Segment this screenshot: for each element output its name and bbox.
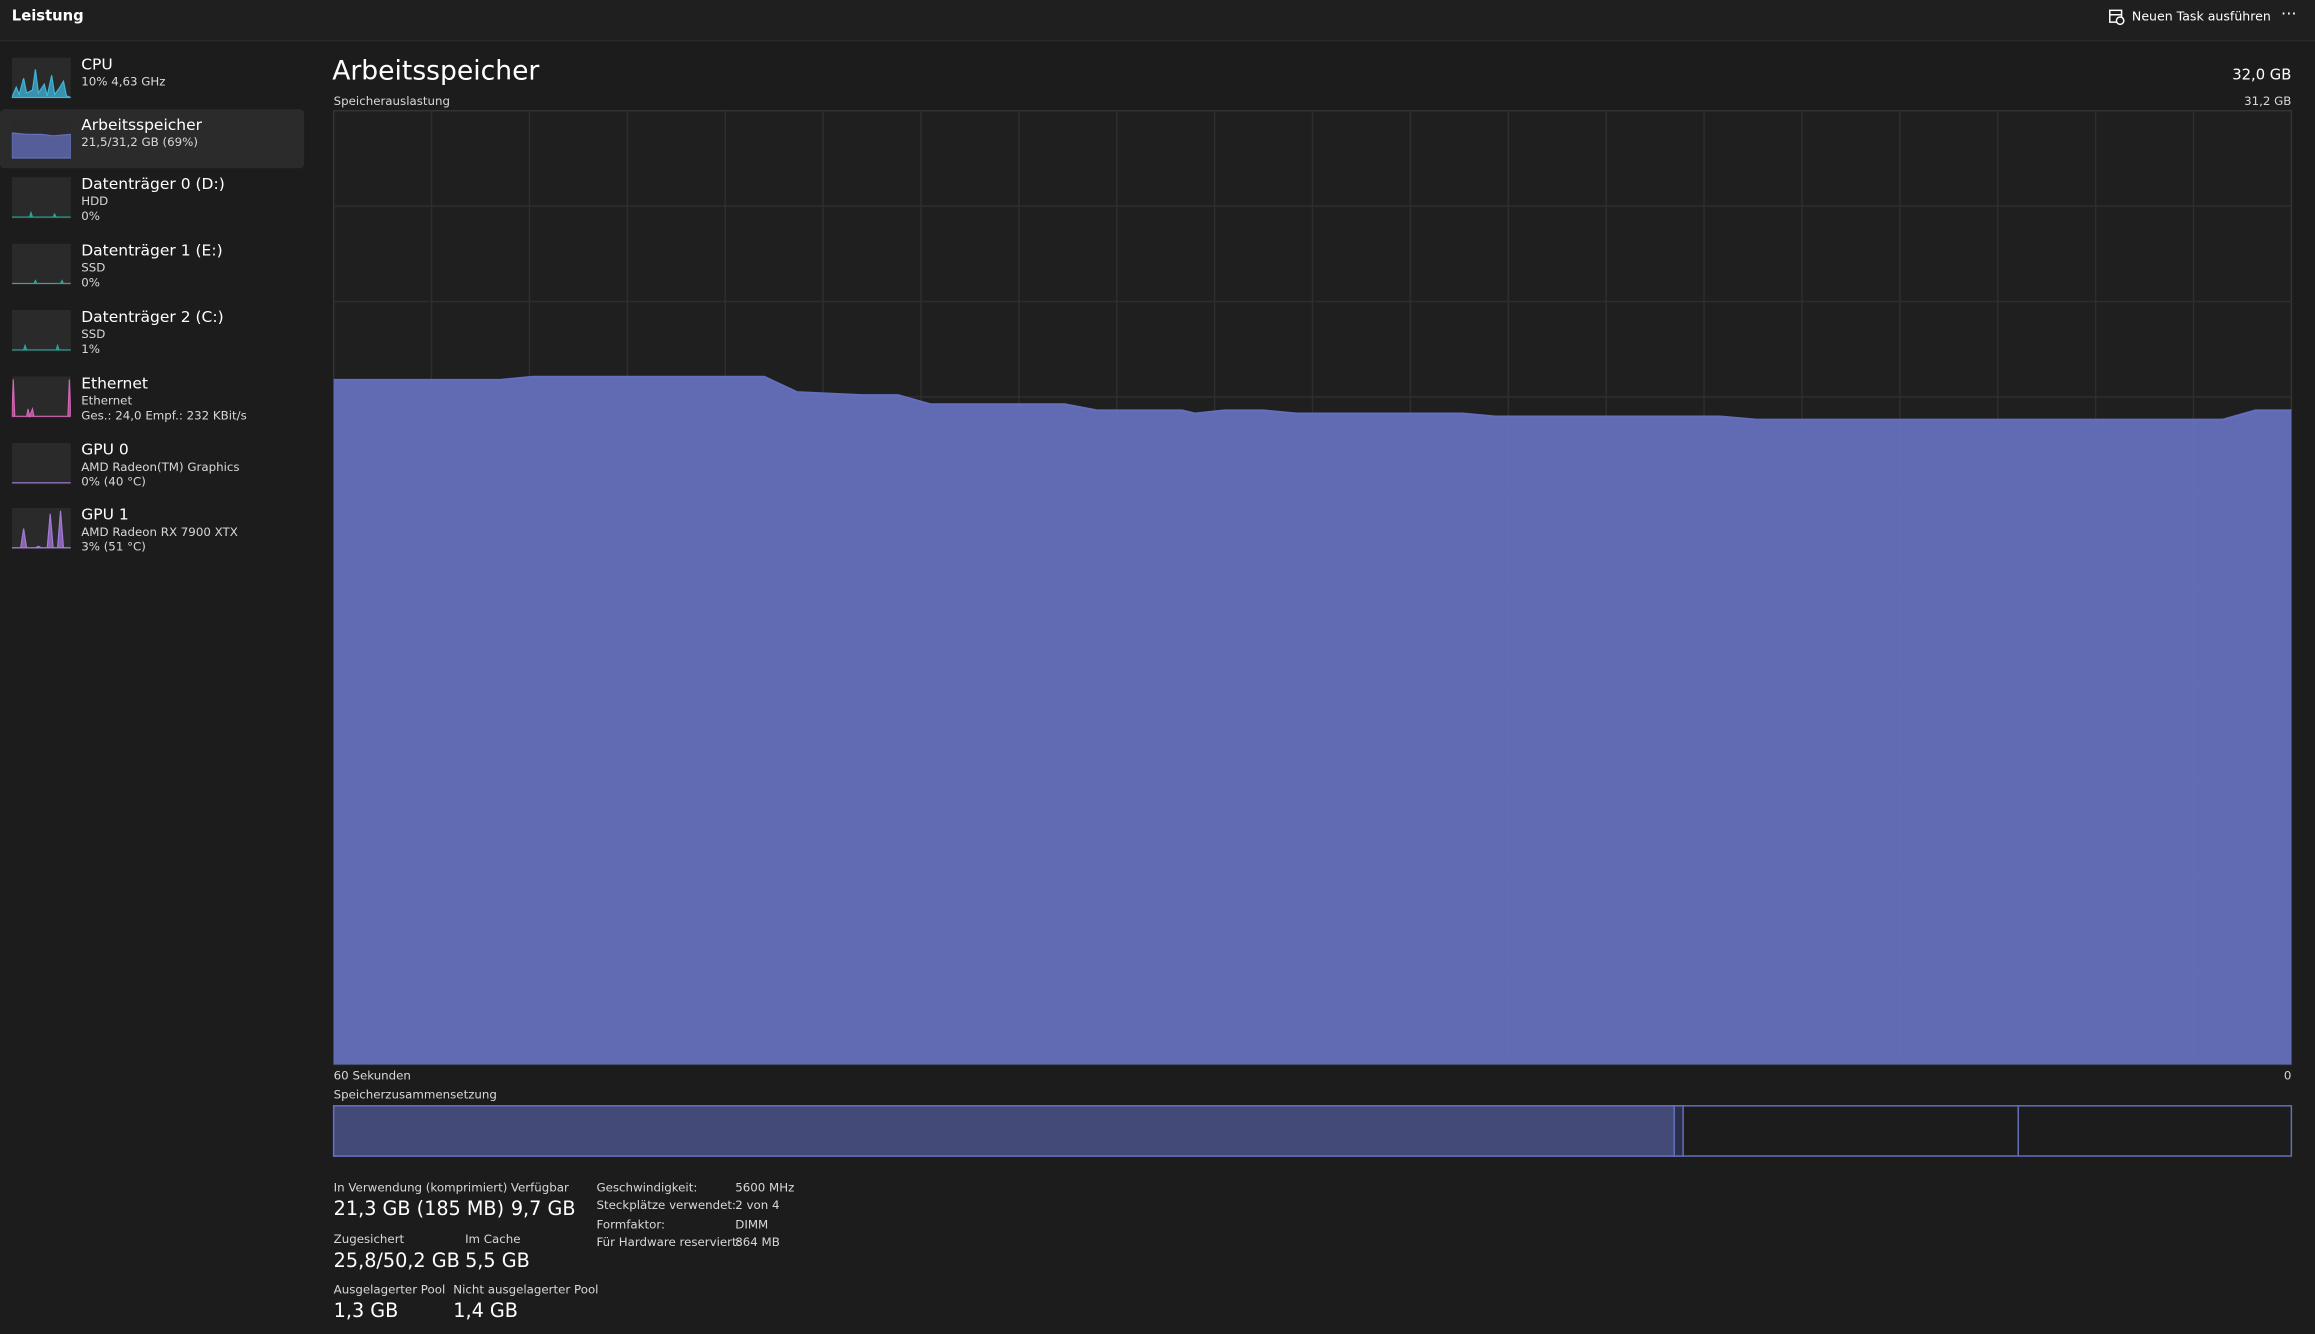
modified-segment (1673, 1105, 1684, 1157)
x-left-label: 60 Sekunden (333, 1068, 411, 1083)
sidebar-name: Datenträger 0 (D:) (81, 175, 225, 194)
sidebar-name: GPU 1 (81, 506, 129, 525)
stat-label: In Verwendung (komprimiert) (333, 1181, 508, 1195)
sidebar-detail: Ethernet (81, 394, 133, 408)
thumbnail-graph (11, 69, 71, 99)
thumbnail[interactable] (11, 57, 71, 99)
stat-label: Im Cache (465, 1232, 521, 1247)
thumbnail-bg (11, 243, 71, 285)
thumbnail[interactable] (11, 118, 71, 160)
title-bar (0, 0, 2315, 42)
run-task-icon[interactable] (2108, 9, 2125, 26)
stat-label: Ausgelagerter Pool (333, 1282, 446, 1297)
detail-value: 5600 MHz (735, 1181, 795, 1195)
thumbnail[interactable] (11, 507, 71, 550)
x-right-label: 0 (2283, 1068, 2292, 1083)
detail-value: 864 MB (735, 1235, 780, 1249)
thumbnail[interactable] (11, 177, 71, 219)
page-title: Leistung (11, 8, 84, 26)
area-fill (333, 376, 2292, 1065)
sidebar-detail: 10% 4,63 GHz (81, 75, 166, 89)
stat-value: 1,3 GB (333, 1300, 399, 1323)
stat-value: 5,5 GB (465, 1250, 530, 1273)
sidebar-detail: AMD Radeon RX 7900 XTX (81, 525, 238, 539)
run-task-button[interactable]: Neuen Task ausführen (2131, 10, 2271, 26)
stat-label: Zugesichert (333, 1232, 405, 1247)
detail-label: Geschwindigkeit: (596, 1181, 698, 1195)
sidebar-detail: 0% (81, 209, 100, 223)
sidebar-detail: 21,5/31,2 GB (69%) (81, 135, 199, 150)
max-label: 31,2 GB (2244, 94, 2292, 108)
stat-label: Nicht ausgelagerter Pool (453, 1282, 599, 1297)
sidebar-name: GPU 0 (81, 441, 129, 460)
sidebar-name: Datenträger 1 (E:) (81, 242, 223, 260)
sidebar-detail: AMD Radeon(TM) Graphics (81, 460, 240, 474)
sidebar-detail: 0% (81, 276, 100, 290)
detail-value: DIMM (735, 1217, 769, 1231)
sidebar-name: Datenträger 2 (C:) (81, 308, 224, 327)
main-title: Arbeitsspeicher (332, 56, 540, 88)
usage-label: Speicherauslastung (333, 94, 450, 108)
sidebar-detail: SSD (81, 261, 106, 275)
sidebar-detail: HDD (81, 194, 109, 209)
thumbnail-bg (11, 177, 71, 219)
stat-value: 1,4 GB (453, 1300, 518, 1323)
sidebar-detail: 1% (81, 342, 100, 356)
thumbnail-bg (11, 376, 71, 418)
composition-label: Speicherzusammensetzung (333, 1088, 497, 1102)
thumbnail-bg (11, 442, 71, 485)
sidebar-name: CPU (81, 56, 113, 74)
stat-value: 21,3 GB (185 MB) (333, 1198, 505, 1221)
thumbnail-graph (11, 279, 71, 285)
detail-value: 2 von 4 (735, 1199, 780, 1213)
detail-label: Formfaktor: (596, 1217, 665, 1231)
sidebar-detail: 0% (40 °C) (81, 475, 146, 489)
thumbnail-graph (11, 510, 71, 549)
detail-label: Steckplätze verwendet: (596, 1199, 736, 1213)
area-line (333, 375, 2292, 421)
thumbnail-graph (11, 379, 71, 418)
sidebar-detail: 3% (51 °C) (81, 540, 146, 554)
thumbnail-graph (11, 210, 71, 218)
more-button[interactable]: ··· (2281, 4, 2297, 24)
thumbnail[interactable] (11, 243, 71, 285)
composition-bar (332, 1105, 2293, 1157)
sidebar-detail: Ges.: 24,0 Empf.: 232 KBit/s (81, 408, 247, 423)
thumbnail[interactable] (11, 376, 71, 418)
sidebar-name: Arbeitsspeicher (81, 116, 203, 135)
sidebar-detail: SSD (81, 327, 106, 342)
detail-label: Für Hardware reserviert: (596, 1235, 741, 1249)
sidebar-name: Ethernet (81, 375, 148, 393)
stat-value: 9,7 GB (510, 1198, 576, 1221)
in-use-segment (332, 1105, 1675, 1157)
stat-value: 25,8/50,2 GB (333, 1250, 460, 1273)
stat-label: Verfügbar (510, 1181, 569, 1195)
thumbnail-graph (11, 132, 71, 159)
total-memory: 32,0 GB (2232, 67, 2292, 85)
thumbnail-bg (11, 310, 71, 352)
thumbnail[interactable] (11, 442, 71, 485)
thumbnail[interactable] (11, 310, 71, 352)
thumbnail-graph (11, 343, 71, 351)
